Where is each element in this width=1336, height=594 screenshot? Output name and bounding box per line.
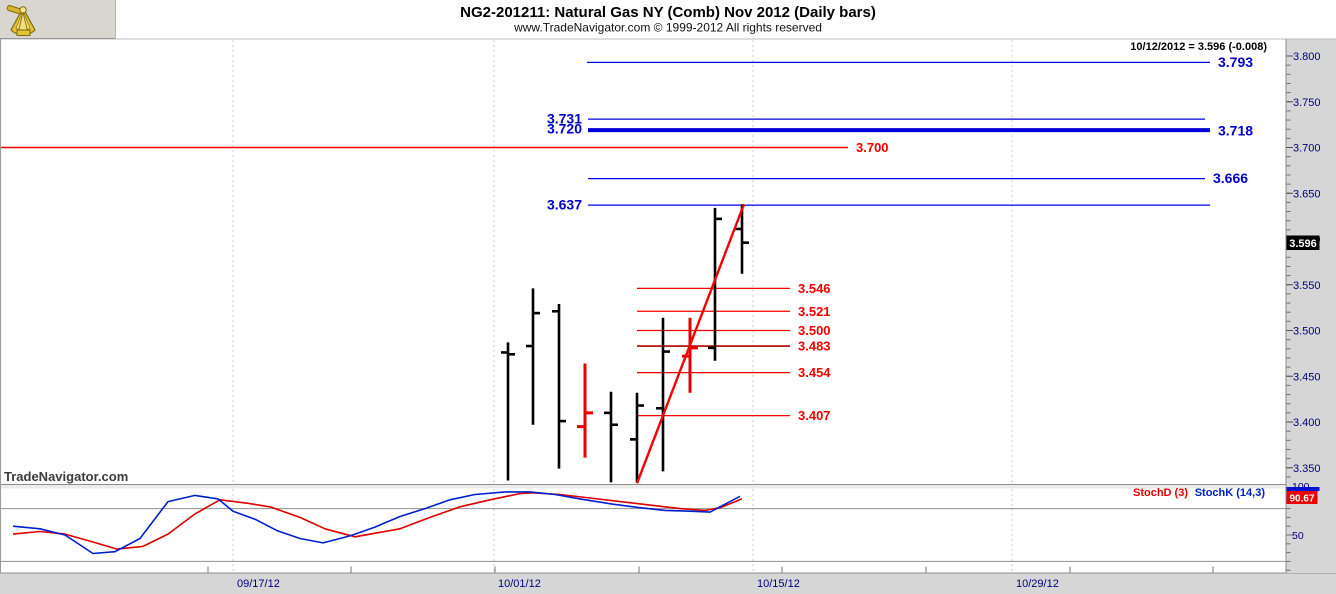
- date-axis-label: 10/15/12: [757, 578, 800, 590]
- stoch-k-curve: [12, 491, 741, 555]
- stoch-axis-label-50: 50: [1292, 530, 1304, 542]
- pane-divider-strip: [0, 485, 1286, 489]
- price-level-label: 3.407: [798, 408, 831, 423]
- price-level-label: 3.666: [1213, 170, 1248, 186]
- page-subtitle: www.TradeNavigator.com © 1999-2012 All r…: [513, 21, 822, 35]
- price-level-label: 3.546: [798, 281, 831, 296]
- stoch-d-curve: [12, 491, 743, 550]
- date-axis-label: 10/29/12: [1016, 578, 1059, 590]
- stoch-k-value-strip: [1286, 487, 1320, 491]
- price-axis-label: 3.500: [1293, 326, 1321, 338]
- trendline: [635, 203, 746, 484]
- ohlc-bar-layer: [501, 203, 749, 484]
- stoch-last-value: 90.67: [1289, 494, 1314, 505]
- price-level-label: 3.718: [1218, 123, 1253, 139]
- price-level-label: 3.720: [547, 121, 582, 137]
- date-axis-label: 09/17/12: [237, 578, 280, 590]
- tradenavigator-logo-icon: [6, 5, 36, 36]
- watermark: TradeNavigator.com: [4, 469, 128, 484]
- price-axis-label: 3.800: [1293, 51, 1321, 63]
- price-level-label: 3.483: [798, 339, 831, 354]
- legend-stoch-d: StochD (3): [1133, 487, 1188, 499]
- price-axis-label: 3.700: [1293, 143, 1321, 155]
- price-axis-label: 3.400: [1293, 417, 1321, 429]
- price-axis-label: 3.450: [1293, 371, 1321, 383]
- price-axis-label: 3.650: [1293, 188, 1321, 200]
- price-level-label: 3.454: [798, 365, 831, 380]
- price-level-label: 3.793: [1218, 54, 1253, 70]
- price-axis-strip: [1286, 39, 1336, 573]
- quote-readout: 10/12/2012 = 3.596 (-0.008): [1130, 41, 1267, 53]
- price-level-label: 3.731: [547, 111, 582, 127]
- price-level-label: 3.500: [798, 323, 831, 338]
- price-axis-label: 3.550: [1293, 280, 1321, 292]
- price-axis-label: 3.750: [1293, 97, 1321, 109]
- last-price-box: [1286, 235, 1320, 250]
- price-axis-label: 3.350: [1293, 463, 1321, 475]
- price-level-label: 3.637: [547, 197, 582, 213]
- stoch-value-box: [1286, 491, 1318, 504]
- date-axis-strip: [0, 573, 1336, 594]
- legend-stoch-k: StochK (14,3): [1195, 487, 1266, 499]
- page-title: NG2-201211: Natural Gas NY (Comb) Nov 20…: [460, 4, 876, 21]
- last-price-value: 3.596: [1289, 238, 1317, 250]
- price-level-label: 3.521: [798, 304, 831, 319]
- date-axis-label: 10/01/12: [498, 578, 541, 590]
- stochastic-layer: [12, 491, 743, 555]
- price-level-label: 3.700: [856, 140, 889, 155]
